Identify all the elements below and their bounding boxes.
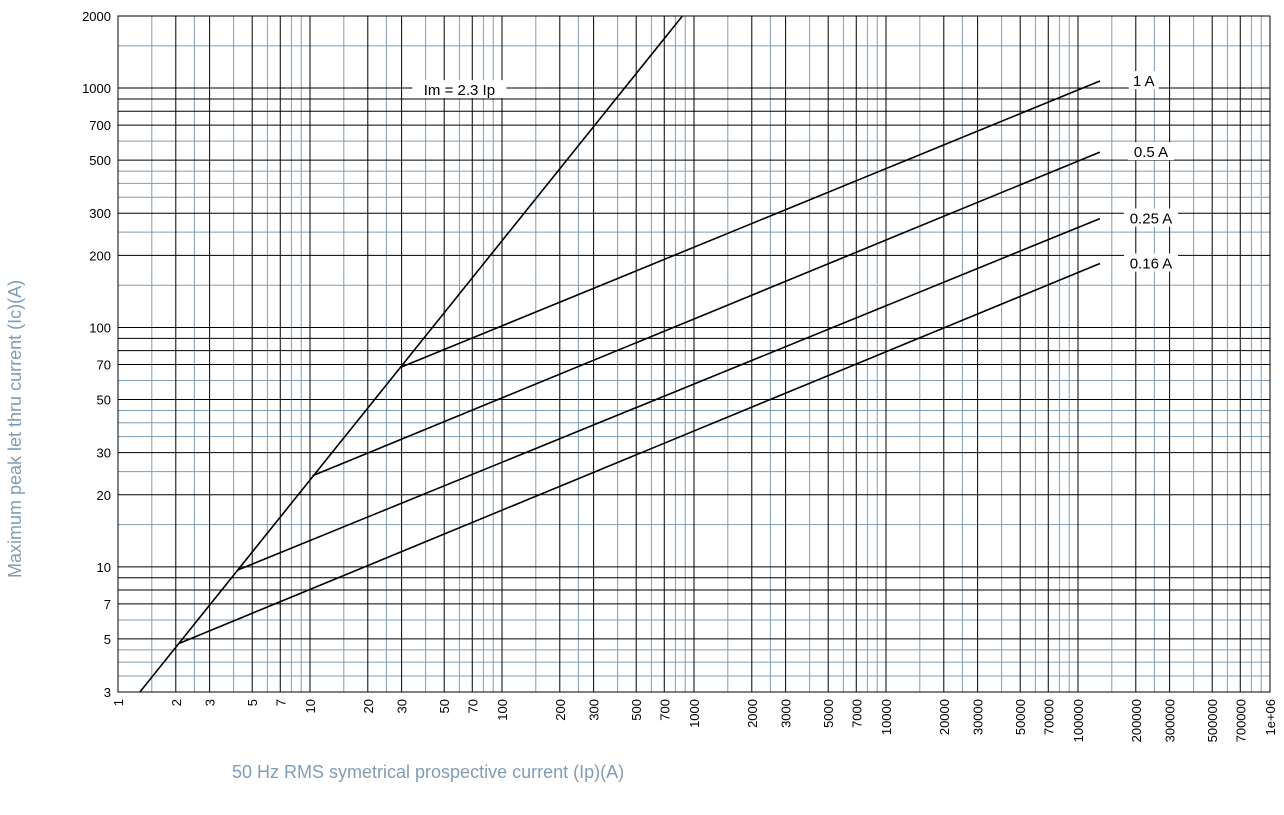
y-tick-label: 7 — [104, 597, 111, 612]
x-tick-label: 30000 — [971, 699, 986, 735]
plot-frame — [117, 15, 1271, 693]
series-label-bg — [1124, 253, 1179, 272]
series-label-bg — [1124, 208, 1179, 227]
x-tick-label: 10 — [303, 699, 318, 713]
y-tick-label: 20 — [97, 488, 111, 503]
major-grid — [117, 15, 1270, 693]
x-tick-label: 2 — [169, 699, 184, 706]
y-tick-label: 300 — [89, 206, 111, 221]
x-tick-label: 10000 — [879, 699, 894, 735]
annotation-labels: Im = 2.3 Ip 1 A 0.5 A 0.25 A 0.16 A — [412, 71, 1179, 272]
series-label-2: 0.5 A — [1134, 144, 1168, 161]
x-tick-label: 30 — [395, 699, 410, 713]
y-tick-label: 50 — [97, 393, 111, 408]
y-tick-label: 1000 — [82, 81, 111, 96]
x-tick-label: 200 — [553, 699, 568, 721]
x-axis-label: 50 Hz RMS symetrical prospective current… — [232, 762, 625, 782]
x-tick-label: 70000 — [1041, 699, 1056, 735]
x-tick-label: 300 — [587, 699, 602, 721]
series-line-3 — [237, 217, 1101, 571]
y-tick-label: 200 — [89, 248, 111, 263]
x-tick-label: 200000 — [1129, 699, 1144, 742]
series-line-2 — [312, 151, 1101, 477]
x-tick-label: 50000 — [1013, 699, 1028, 735]
x-tick-label: 1e+06 — [1263, 699, 1278, 736]
series-lines — [139, 15, 1101, 693]
x-tick-label: 20000 — [937, 699, 952, 735]
x-tick-label: 100 — [495, 699, 510, 721]
x-tick-label: 500000 — [1205, 699, 1220, 742]
x-tick-label: 3 — [203, 699, 218, 706]
x-tick-labels: 1 2 3 5 7 10 20 30 50 70 100 200 300 500 700 1000 2000 30… — [111, 699, 1278, 742]
y-tick-label: 500 — [89, 153, 111, 168]
series-label-bg — [1128, 71, 1159, 90]
series-line-0 — [139, 15, 684, 693]
y-tick-label: 5 — [104, 632, 111, 647]
y-tick-label: 100 — [89, 320, 111, 335]
x-tick-label: 500 — [629, 699, 644, 721]
series-line-4 — [179, 262, 1101, 644]
x-tick-label: 2000 — [745, 699, 760, 728]
x-tick-label: 5 — [245, 699, 260, 706]
x-tick-label: 700 — [657, 699, 672, 721]
series-label-bg — [412, 80, 507, 99]
x-tick-label: 7000 — [849, 699, 864, 728]
x-tick-label: 7 — [273, 699, 288, 706]
x-tick-label: 3000 — [779, 699, 794, 728]
series-label-bg — [1128, 142, 1175, 161]
y-tick-label: 3 — [104, 685, 111, 700]
series-label-0: Im = 2.3 Ip — [424, 82, 495, 99]
y-tick-label: 700 — [89, 118, 111, 133]
y-tick-label: 30 — [97, 446, 111, 461]
x-tick-label: 1 — [111, 699, 126, 706]
y-axis-label: Maximum peak let thru current (Ic)(A) — [5, 279, 25, 578]
y-tick-label: 10 — [97, 560, 111, 575]
x-tick-label: 700000 — [1233, 699, 1248, 742]
x-tick-label: 5000 — [821, 699, 836, 728]
x-tick-label: 70 — [465, 699, 480, 713]
x-tick-label: 1000 — [687, 699, 702, 728]
series-label-1: 1 A — [1133, 73, 1155, 90]
x-tick-label: 300000 — [1163, 699, 1178, 742]
series-line-1 — [399, 80, 1101, 369]
x-tick-label: 100000 — [1071, 699, 1086, 742]
x-tick-label: 20 — [361, 699, 376, 713]
series-label-3: 0.25 A — [1130, 211, 1173, 228]
y-tick-label: 2000 — [82, 9, 111, 24]
y-tick-labels: 3 5 7 10 20 30 50 70 100 200 300 500 700 1000 2000 — [82, 9, 111, 700]
series-label-4: 0.16 A — [1130, 255, 1173, 272]
x-tick-label: 50 — [437, 699, 452, 713]
y-tick-label: 70 — [97, 358, 111, 373]
